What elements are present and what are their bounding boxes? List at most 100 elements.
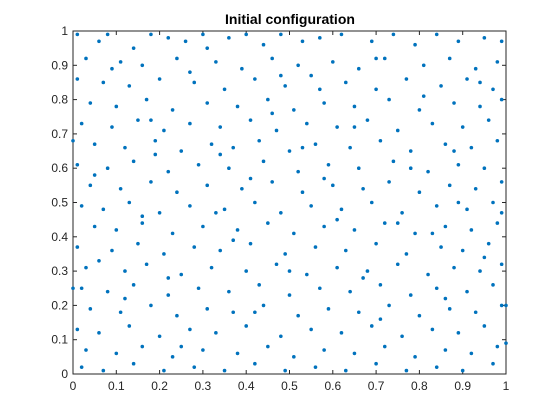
scatter-point xyxy=(222,368,227,373)
scatter-point xyxy=(499,97,504,102)
scatter-point xyxy=(75,327,80,332)
scatter-point xyxy=(318,87,322,92)
scatter-point xyxy=(495,344,500,349)
scatter-point xyxy=(149,32,153,37)
x-tick-label: 0.9 xyxy=(454,379,471,393)
scatter-point xyxy=(361,186,365,191)
scatter-point xyxy=(240,66,244,71)
scatter-point xyxy=(270,180,274,184)
scatter-point xyxy=(305,272,309,277)
scatter-point xyxy=(374,56,378,61)
scatter-point xyxy=(75,245,80,249)
scatter-point xyxy=(387,303,391,308)
scatter-point xyxy=(434,365,439,369)
scatter-point xyxy=(417,313,422,318)
scatter-point xyxy=(343,368,348,373)
scatter-point xyxy=(209,265,214,270)
scatter-point xyxy=(473,310,478,315)
y-tick-label: 0.5 xyxy=(51,196,68,210)
scatter-point xyxy=(274,128,279,133)
scatter-point xyxy=(413,42,417,47)
plot-frame xyxy=(72,30,507,375)
scatter-point xyxy=(192,365,197,369)
scatter-point xyxy=(408,166,413,170)
scatter-point xyxy=(326,307,331,311)
scatter-point xyxy=(356,166,361,170)
scatter-point xyxy=(153,152,158,157)
scatter-point xyxy=(331,60,335,64)
scatter-point xyxy=(456,39,461,44)
y-tick-label: 0.8 xyxy=(51,93,68,107)
scatter-point xyxy=(356,310,361,315)
scatter-point xyxy=(131,159,136,164)
scatter-point xyxy=(261,159,266,164)
scatter-point xyxy=(231,145,236,150)
scatter-point xyxy=(92,142,97,146)
scatter-point xyxy=(97,331,101,335)
y-tick-label: 0.4 xyxy=(51,230,68,244)
scatter-point xyxy=(201,348,205,352)
scatter-point xyxy=(473,186,478,191)
x-axis: 0 0.1 0.2 0.3 0.4 0.5 0.6 0.7 0.8 0.9 1 xyxy=(70,31,510,393)
scatter-point xyxy=(443,296,448,301)
scatter-point xyxy=(222,87,227,92)
scatter-point xyxy=(157,210,162,215)
x-tick-label: 0.7 xyxy=(368,379,385,393)
scatter-point xyxy=(456,331,461,335)
scatter-point xyxy=(482,166,487,170)
scatter-point xyxy=(149,303,153,308)
scatter-point xyxy=(339,331,344,335)
scatter-point xyxy=(296,63,300,68)
y-tick-label: 0.1 xyxy=(51,333,68,347)
scatter-point xyxy=(218,152,223,157)
scatter-point xyxy=(309,327,313,332)
scatter-point xyxy=(201,32,205,37)
scatter-point xyxy=(123,145,127,150)
scatter-point xyxy=(240,186,244,191)
x-tick-label: 0.2 xyxy=(151,379,168,393)
chart-title: Initial configuration xyxy=(225,11,355,27)
scatter-point xyxy=(482,324,487,328)
scatter-point xyxy=(179,344,184,349)
scatter-point xyxy=(421,94,426,98)
scatter-point xyxy=(214,210,218,215)
scatter-point xyxy=(101,80,106,85)
x-tick-label: 0.4 xyxy=(238,379,255,393)
scatter-point xyxy=(188,70,192,74)
scatter-point xyxy=(443,348,448,352)
scatter-point xyxy=(326,162,331,167)
scatter-point xyxy=(79,286,84,291)
scatter-point xyxy=(175,190,179,195)
scatter-point xyxy=(248,118,253,122)
scatter-point xyxy=(309,73,313,78)
scatter-point xyxy=(434,204,439,208)
scatter-point xyxy=(430,121,435,126)
scatter-point xyxy=(253,77,257,81)
scatter-point xyxy=(261,303,266,308)
scatter-point xyxy=(123,296,127,301)
scatter-point xyxy=(188,327,192,332)
scatter-point xyxy=(235,104,240,109)
scatter-point xyxy=(356,66,361,71)
plot-area: 0 0.1 0.2 0.3 0.4 0.5 0.6 0.7 0.8 0.9 1 0 0.1 0.2 0.3… xyxy=(51,24,509,393)
scatter-point xyxy=(408,149,413,153)
scatter-point xyxy=(469,228,474,232)
scatter-point xyxy=(149,180,153,184)
scatter-point xyxy=(88,307,93,311)
scatter-point xyxy=(283,368,287,373)
scatter-point xyxy=(114,104,119,109)
scatter-point xyxy=(452,101,456,105)
scatter-point xyxy=(482,36,487,40)
scatter-point xyxy=(92,224,97,229)
scatter-point xyxy=(352,351,357,356)
scatter-point xyxy=(209,142,214,146)
scatter-point xyxy=(149,118,153,122)
scatter-point xyxy=(499,210,504,215)
scatter-point xyxy=(322,224,326,229)
scatter-point xyxy=(84,348,88,352)
scatter-point xyxy=(443,142,448,146)
scatter-point xyxy=(235,228,240,232)
scatter-point xyxy=(478,80,482,85)
scatter-point xyxy=(369,200,374,205)
scatter-point xyxy=(322,348,326,352)
